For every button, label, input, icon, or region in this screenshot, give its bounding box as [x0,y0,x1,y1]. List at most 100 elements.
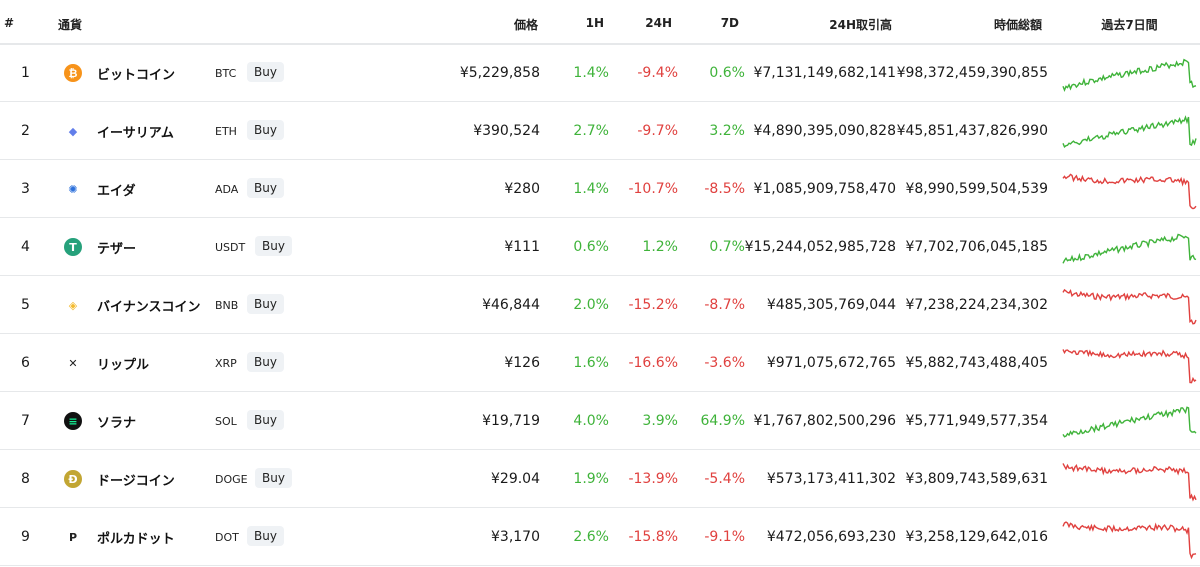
coin-name[interactable]: ドージコイン [97,474,175,489]
change-7d: 0.7% [709,239,745,255]
volume-24h: ¥4,890,395,090,828 [753,123,896,139]
table-row[interactable]: 1 ₿ ビットコイン BTC Buy ¥5,229,858 1.4% -9.4% 0.6% ¥7,… [0,44,1200,102]
sparkline-7day [1062,233,1197,264]
volume-24h: ¥15,244,052,985,728 [744,239,896,255]
bitcoin-icon: ₿ [64,64,82,82]
coin-rank: 2 [21,123,30,139]
volume-24h: ¥1,085,909,758,470 [753,181,896,197]
buy-button[interactable]: Buy [247,410,284,430]
header-7day-chart: 過去7日間 [1101,18,1158,32]
change-24h: 1.2% [642,239,678,255]
market-cap: ¥3,809,743,589,631 [905,471,1048,487]
change-7d: -8.5% [704,181,745,197]
cardano-icon: ✺ [64,180,82,198]
header-volume[interactable]: 24H取引高 [829,18,892,32]
coin-symbol: XRP [215,357,237,370]
sparkline-7day [1062,58,1197,92]
coin-price: ¥3,170 [491,529,540,545]
change-1h: 2.7% [573,123,609,139]
buy-button[interactable]: Buy [255,468,292,488]
change-7d: -9.1% [704,529,745,545]
sparkline-path [1062,115,1197,149]
buy-button[interactable]: Buy [247,62,284,82]
market-cap: ¥98,372,459,390,855 [896,65,1048,81]
coin-symbol: USDT [215,241,246,254]
buy-button[interactable]: Buy [247,178,284,198]
change-1h: 1.9% [573,471,609,487]
table-row[interactable]: 4 T テザー USDT Buy ¥111 0.6% 1.2% 0.7% ¥15,244,052,… [0,218,1200,276]
dogecoin-icon: Ð [64,470,82,488]
header-1h[interactable]: 1H [585,16,604,30]
solana-icon: ≡ [64,412,82,430]
sparkline-7day [1062,406,1197,438]
sparkline-path [1062,406,1197,438]
coin-rank: 6 [21,355,30,371]
change-1h: 2.6% [573,529,609,545]
table-row[interactable]: 6 ✕ リップル XRP Buy ¥126 1.6% -16.6% -3.6% ¥971,075,… [0,334,1200,392]
coin-price: ¥111 [504,239,540,255]
coin-price: ¥19,719 [482,413,540,429]
header-7d[interactable]: 7D [720,16,739,30]
sparkline-path [1062,58,1197,92]
change-1h: 1.4% [573,65,609,81]
sparkline-path [1062,233,1197,264]
volume-24h: ¥7,131,149,682,141 [753,65,896,81]
coin-price: ¥280 [504,181,540,197]
market-cap: ¥7,702,706,045,185 [905,239,1048,255]
volume-24h: ¥485,305,769,044 [766,297,896,313]
coin-name[interactable]: エイダ [97,184,136,199]
coin-rank: 7 [21,413,30,429]
coin-name[interactable]: ソラナ [97,416,137,431]
coin-price: ¥46,844 [482,297,540,313]
coin-rank: 3 [21,181,30,197]
coin-symbol: ADA [215,183,239,196]
table-row[interactable]: 9 P ポルカドット DOT Buy ¥3,170 2.6% -15.8% -9.1% ¥472,… [0,508,1200,566]
coin-rank: 1 [21,65,30,81]
coin-name[interactable]: リップル [97,358,150,373]
market-cap: ¥5,771,949,577,354 [905,413,1048,429]
coin-name[interactable]: ビットコイン [97,68,176,83]
change-24h: -9.4% [637,65,678,81]
buy-button[interactable]: Buy [247,352,284,372]
coin-name[interactable]: バイナンスコイン [97,300,201,315]
change-1h: 0.6% [573,239,609,255]
header-rank[interactable]: # [4,16,15,30]
coin-name[interactable]: イーサリアム [97,126,174,141]
sparkline-path [1062,288,1197,325]
header-market-cap[interactable]: 時価総額 [993,18,1042,32]
coin-symbol: SOL [215,415,237,428]
coin-name[interactable]: テザー [97,242,137,257]
coin-price: ¥126 [504,355,540,371]
header-currency[interactable]: 通貨 [58,18,83,32]
market-cap: ¥5,882,743,488,405 [905,355,1048,371]
table-row[interactable]: 7 ≡ ソラナ SOL Buy ¥19,719 4.0% 3.9% 64.9% ¥1,767,80… [0,392,1200,450]
polkadot-icon: P [64,528,82,546]
change-1h: 1.6% [573,355,609,371]
coin-price: ¥390,524 [473,123,540,139]
coin-symbol: BTC [215,67,237,80]
coin-rank: 8 [21,471,30,487]
buy-button[interactable]: Buy [247,120,284,140]
coin-rank: 9 [21,529,30,545]
table-row[interactable]: 3 ✺ エイダ ADA Buy ¥280 1.4% -10.7% -8.5% ¥1,085,909… [0,160,1200,218]
change-7d: -3.6% [704,355,745,371]
coin-name[interactable]: ポルカドット [97,532,175,547]
change-1h: 1.4% [573,181,609,197]
header-price[interactable]: 価格 [513,18,538,32]
buy-button[interactable]: Buy [255,236,292,256]
sparkline-7day [1062,288,1197,325]
coin-price: ¥29.04 [491,471,540,487]
change-24h: -15.8% [628,529,678,545]
change-7d: 3.2% [709,123,745,139]
table-row[interactable]: 5 ◈ バイナンスコイン BNB Buy ¥46,844 2.0% -15.2% -8.7% ¥4… [0,276,1200,334]
change-24h: -15.2% [628,297,678,313]
table-header: # 通貨 価格 1H 24H 7D 24H取引高 時価総額 過去7日間 [0,0,1200,45]
buy-button[interactable]: Buy [247,294,284,314]
table-row[interactable]: 2 ◆ イーサリアム ETH Buy ¥390,524 2.7% -9.7% 3.2% ¥4,89… [0,102,1200,160]
buy-button[interactable]: Buy [247,526,284,546]
table-row[interactable]: 8 Ð ドージコイン DOGE Buy ¥29.04 1.9% -13.9% -5.4% ¥573… [0,450,1200,508]
coin-price: ¥5,229,858 [459,65,540,81]
change-24h: 3.9% [642,413,678,429]
header-24h[interactable]: 24H [645,16,672,30]
